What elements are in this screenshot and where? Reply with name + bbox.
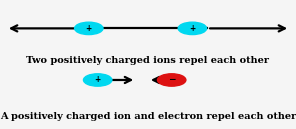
Text: A positively charged ion and electron repel each other: A positively charged ion and electron re… — [0, 112, 296, 121]
Text: +: + — [86, 24, 92, 33]
Text: Two positively charged ions repel each other: Two positively charged ions repel each o… — [27, 56, 269, 65]
Circle shape — [75, 22, 103, 35]
Circle shape — [157, 74, 186, 86]
Text: +: + — [94, 75, 101, 84]
Text: +: + — [189, 24, 196, 33]
Circle shape — [83, 74, 112, 86]
Text: −: − — [168, 75, 176, 84]
Circle shape — [178, 22, 207, 35]
